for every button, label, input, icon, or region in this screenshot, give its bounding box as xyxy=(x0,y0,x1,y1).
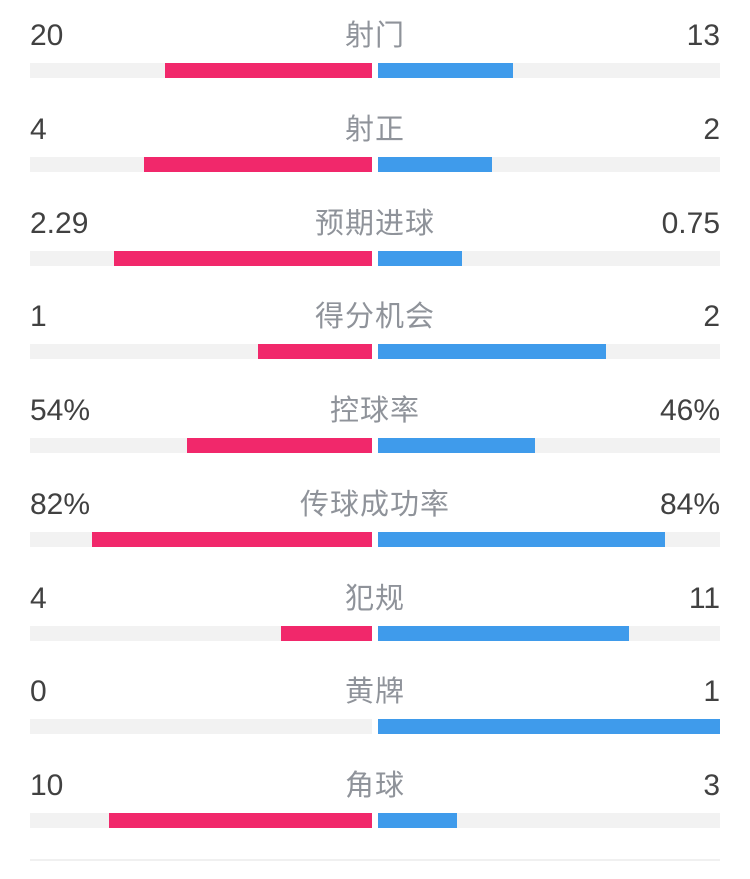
away-value: 84% xyxy=(659,487,721,521)
home-value: 54% xyxy=(30,394,91,427)
stat-row-fouls: 4 犯规 11 xyxy=(30,573,720,667)
home-bar-fill xyxy=(258,344,372,360)
away-bar-fill xyxy=(378,250,463,266)
stat-label: 传球成功率 xyxy=(300,488,451,521)
stat-row-corners: 10 角球 3 xyxy=(30,760,720,854)
stat-bars xyxy=(30,250,720,266)
stat-header: 0 黄牌 1 xyxy=(30,666,720,709)
home-value: 0 xyxy=(30,675,47,709)
stat-label: 射正 xyxy=(345,113,406,146)
home-bar-track xyxy=(30,156,372,172)
stat-row-shots: 20 射门 13 xyxy=(30,10,720,104)
stat-label: 射门 xyxy=(345,20,406,52)
stat-bars xyxy=(30,531,720,547)
away-value: 2 xyxy=(703,112,721,146)
home-value: 10 xyxy=(30,769,64,802)
away-bar-track xyxy=(378,344,720,360)
stat-bars xyxy=(30,438,720,453)
away-bar-track xyxy=(378,625,720,641)
away-bar-fill xyxy=(378,344,607,360)
stat-bars xyxy=(30,63,720,78)
home-bar-fill xyxy=(280,625,372,641)
home-bar-fill xyxy=(143,156,372,172)
stat-row-big-chances: 1 得分机会 2 xyxy=(30,291,720,385)
away-bar-fill xyxy=(378,438,536,453)
home-value: 82% xyxy=(30,487,91,521)
stat-header: 1 得分机会 2 xyxy=(30,291,720,334)
stat-bars xyxy=(30,344,720,360)
stat-label: 犯规 xyxy=(345,582,406,615)
home-bar-track xyxy=(30,531,372,547)
away-value: 13 xyxy=(686,19,721,52)
home-bar-track xyxy=(30,63,372,78)
stat-row-expected-goals: 2.29 预期进球 0.75 xyxy=(30,198,720,292)
home-bar-fill xyxy=(114,250,372,266)
stat-label: 预期进球 xyxy=(315,207,436,240)
home-bar-track xyxy=(30,250,372,266)
away-bar-fill xyxy=(378,719,720,735)
home-bar-track xyxy=(30,625,372,641)
stat-header: 4 射正 2 xyxy=(30,104,720,147)
stat-header: 4 犯规 11 xyxy=(30,573,720,616)
stat-label: 黄牌 xyxy=(345,676,406,709)
away-bar-track xyxy=(378,63,720,78)
home-value: 20 xyxy=(30,19,64,52)
stat-bars xyxy=(30,156,720,172)
stat-header: 54% 控球率 46% xyxy=(30,385,720,428)
away-bar-track xyxy=(378,156,720,172)
stat-row-yellow-cards: 0 黄牌 1 xyxy=(30,666,720,760)
stat-bars xyxy=(30,719,720,735)
away-value: 46% xyxy=(659,394,721,427)
away-bar-fill xyxy=(378,813,457,828)
away-bar-fill xyxy=(378,625,629,641)
stat-header: 2.29 预期进球 0.75 xyxy=(30,198,720,241)
stat-header: 10 角球 3 xyxy=(30,760,720,803)
away-bar-track xyxy=(378,438,720,453)
bottom-divider xyxy=(30,858,720,861)
away-bar-fill xyxy=(378,63,513,78)
stat-row-possession: 54% 控球率 46% xyxy=(30,385,720,479)
away-bar-fill xyxy=(378,156,492,172)
home-bar-track xyxy=(30,344,372,360)
stat-bars xyxy=(30,813,720,828)
home-bar-fill xyxy=(187,438,372,453)
away-value: 1 xyxy=(703,675,721,709)
away-value: 3 xyxy=(703,769,721,802)
stat-row-shots-on-target: 4 射正 2 xyxy=(30,104,720,198)
away-value: 0.75 xyxy=(661,206,721,240)
home-bar-fill xyxy=(164,63,372,78)
stat-label: 角球 xyxy=(345,770,406,802)
stat-header: 82% 传球成功率 84% xyxy=(30,479,720,522)
home-value: 4 xyxy=(30,581,47,615)
away-bar-track xyxy=(378,531,720,547)
away-bar-track xyxy=(378,719,720,735)
home-value: 2.29 xyxy=(30,206,89,240)
home-bar-track xyxy=(30,438,372,453)
away-bar-track xyxy=(378,813,720,828)
home-bar-track xyxy=(30,719,372,735)
home-bar-fill xyxy=(109,813,372,828)
home-bar-track xyxy=(30,813,372,828)
stat-bars xyxy=(30,625,720,641)
home-value: 4 xyxy=(30,112,47,146)
away-bar-track xyxy=(378,250,720,266)
home-value: 1 xyxy=(30,300,47,334)
stat-header: 20 射门 13 xyxy=(30,10,720,53)
stat-row-pass-accuracy: 82% 传球成功率 84% xyxy=(30,479,720,573)
away-value: 11 xyxy=(688,581,721,615)
stat-label: 控球率 xyxy=(330,395,421,427)
away-bar-fill xyxy=(378,531,666,547)
away-value: 2 xyxy=(703,300,721,334)
home-bar-fill xyxy=(91,531,372,547)
stat-label: 得分机会 xyxy=(315,301,436,334)
match-stats-panel: 20 射门 13 4 射正 2 2.29 预期进球 0.75 xyxy=(30,10,720,861)
